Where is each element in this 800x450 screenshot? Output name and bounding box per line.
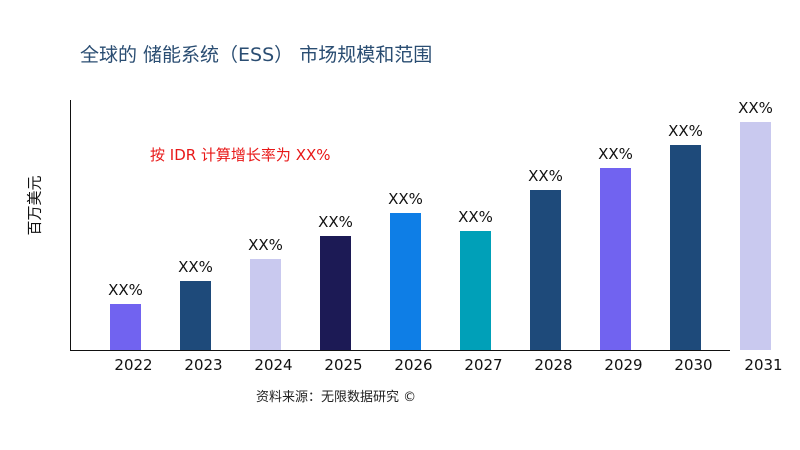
data-label-2024: XX% — [248, 236, 283, 254]
x-tick-2026: 2026 — [394, 356, 432, 374]
bar-2029 — [600, 168, 631, 350]
bar-2026 — [390, 213, 421, 350]
bar-2030 — [670, 145, 701, 350]
x-tick-2024: 2024 — [254, 356, 292, 374]
bar-2028 — [530, 190, 561, 350]
data-label-2025: XX% — [318, 213, 353, 231]
bar-2025 — [320, 236, 351, 350]
data-label-2029: XX% — [598, 145, 633, 163]
data-label-2022: XX% — [108, 281, 143, 299]
bar-2023 — [180, 281, 211, 350]
bar-2027 — [460, 231, 491, 350]
data-label-2023: XX% — [178, 258, 213, 276]
x-tick-2022: 2022 — [114, 356, 152, 374]
growth-annotation: 按 IDR 计算增长率为 XX% — [150, 146, 331, 164]
chart-title: 全球的 储能系统（ESS） 市场规模和范围 — [80, 44, 433, 66]
x-tick-2031: 2031 — [744, 356, 782, 374]
x-tick-2029: 2029 — [604, 356, 642, 374]
x-tick-2025: 2025 — [324, 356, 362, 374]
data-label-2026: XX% — [388, 190, 423, 208]
x-tick-2027: 2027 — [464, 356, 502, 374]
x-tick-2028: 2028 — [534, 356, 572, 374]
x-tick-2023: 2023 — [184, 356, 222, 374]
data-label-2028: XX% — [528, 167, 563, 185]
data-label-2030: XX% — [668, 122, 703, 140]
data-label-2031: XX% — [738, 99, 773, 117]
bar-2024 — [250, 259, 281, 350]
bar-2022 — [110, 304, 141, 350]
source-note: 资料来源：无限数据研究 © — [256, 390, 417, 405]
bar-2031 — [740, 122, 771, 350]
data-label-2027: XX% — [458, 208, 493, 226]
x-tick-2030: 2030 — [674, 356, 712, 374]
